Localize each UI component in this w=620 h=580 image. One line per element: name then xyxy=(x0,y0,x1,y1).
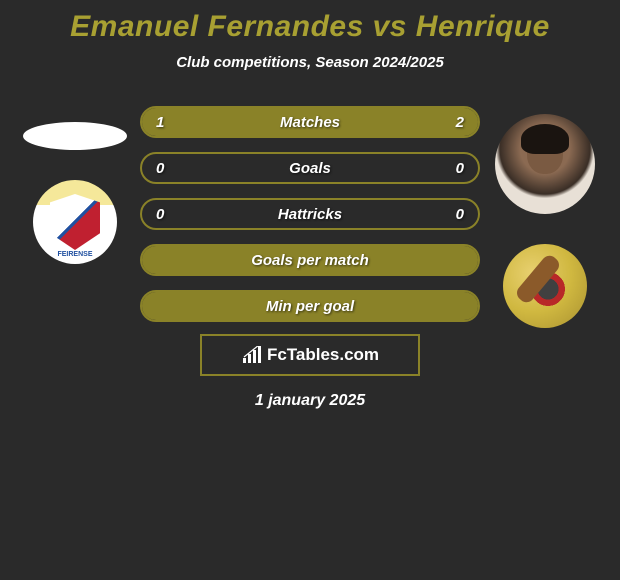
player-photo-left xyxy=(23,122,127,150)
stat-value-left: 0 xyxy=(156,206,164,223)
stat-bar-min-per-goal: Min per goal xyxy=(140,290,480,322)
stat-value-right: 0 xyxy=(456,160,464,177)
stat-value-right: 0 xyxy=(456,206,464,223)
subtitle: Club competitions, Season 2024/2025 xyxy=(176,54,444,71)
club-logo-left: FEIRENSE xyxy=(33,180,117,264)
brand-text: FcTables.com xyxy=(267,345,379,365)
stat-label: Min per goal xyxy=(266,298,354,315)
comparison-card: Emanuel Fernandes vs Henrique Club compe… xyxy=(0,0,620,410)
stat-value-left: 1 xyxy=(156,114,164,131)
stats-column: 1 Matches 2 0 Goals 0 0 Hattricks 0 Goals per mat… xyxy=(130,106,490,322)
left-column: FEIRENSE xyxy=(20,106,130,264)
club-logo-left-label: FEIRENSE xyxy=(57,251,92,258)
player-photo-right xyxy=(495,114,595,214)
chart-icon xyxy=(241,346,263,364)
stat-bar-hattricks: 0 Hattricks 0 xyxy=(140,198,480,230)
stat-bar-matches: 1 Matches 2 xyxy=(140,106,480,138)
stat-value-right: 2 xyxy=(456,114,464,131)
brand-box: FcTables.com xyxy=(200,334,420,376)
stat-bar-goals-per-match: Goals per match xyxy=(140,244,480,276)
page-title: Emanuel Fernandes vs Henrique xyxy=(70,10,550,44)
club-logo-right xyxy=(503,244,587,328)
stat-value-left: 0 xyxy=(156,160,164,177)
stat-label: Hattricks xyxy=(278,206,342,223)
main-row: FEIRENSE 1 Matches 2 0 Goals 0 0 Hattricks 0 Goal… xyxy=(0,106,620,328)
stat-label: Goals per match xyxy=(251,252,369,269)
stat-bar-goals: 0 Goals 0 xyxy=(140,152,480,184)
stat-label: Matches xyxy=(280,114,340,131)
date-text: 1 january 2025 xyxy=(255,392,365,410)
stat-label: Goals xyxy=(289,160,331,177)
right-column xyxy=(490,106,600,328)
